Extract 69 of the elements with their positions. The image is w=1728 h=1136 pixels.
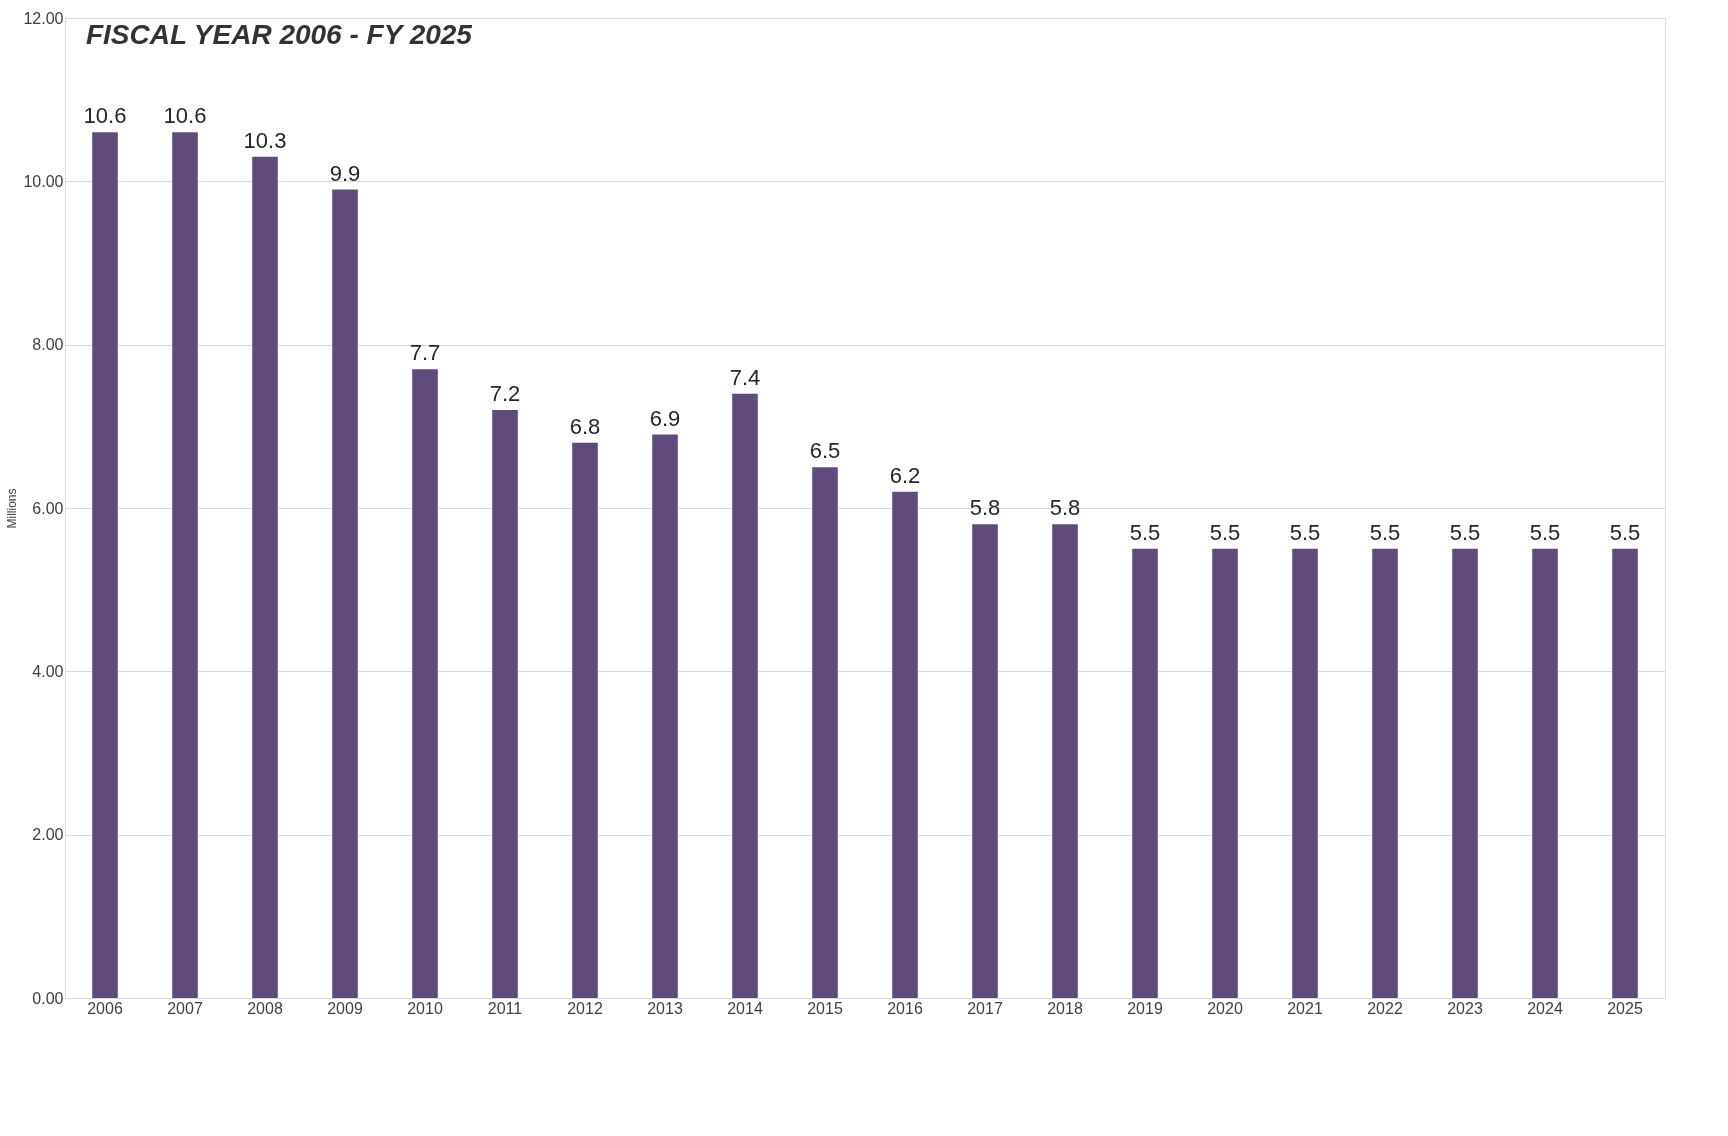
x-tick-label: 2024 [1527,999,1563,1017]
x-tick-label: 2008 [247,999,283,1017]
data-label: 5.5 [1609,519,1641,545]
y-tick-label: 10.00 [23,172,64,190]
data-label: 5.5 [1129,519,1161,545]
x-tick-label: 2015 [807,999,843,1017]
bar [972,524,998,998]
x-tick-label: 2014 [727,999,763,1017]
y-tick-label: 0.00 [32,989,64,1007]
data-label: 5.8 [1049,495,1081,521]
x-tick-label: 2016 [887,999,923,1017]
chart-title: FISCAL YEAR 2006 - FY 2025 [85,19,473,50]
data-label: 5.8 [969,495,1001,521]
bar [1212,548,1238,998]
x-tick-label: 2019 [1127,999,1163,1017]
bar [492,410,518,998]
data-label: 10.3 [243,127,287,153]
data-label: 6.9 [649,405,681,431]
bar [332,189,358,998]
data-label: 7.4 [729,364,761,390]
data-label: 7.7 [409,340,441,366]
data-label: 5.5 [1529,519,1561,545]
x-tick-label: 2025 [1607,999,1643,1017]
bar [1612,548,1638,998]
y-tick-label: 6.00 [32,499,64,517]
x-tick-label: 2017 [967,999,1003,1017]
y-tick-label: 12.00 [23,9,64,27]
x-tick-label: 2021 [1287,999,1323,1017]
data-label: 5.5 [1369,519,1401,545]
bar [1292,548,1318,998]
x-tick-label: 2013 [647,999,683,1017]
x-tick-label: 2023 [1447,999,1483,1017]
data-label: 9.9 [329,160,361,186]
data-label: 10.6 [83,103,127,129]
y-axis-title: Millions [5,488,20,529]
y-tick-label: 8.00 [32,336,64,354]
bar [1452,548,1478,998]
bar [1372,548,1398,998]
data-label: 6.2 [889,462,921,488]
bar [1532,548,1558,998]
bar [1132,548,1158,998]
bar [572,442,598,998]
data-label: 7.2 [489,381,521,406]
x-tick-label: 2011 [487,999,523,1017]
bar [412,369,438,998]
bar [92,132,118,998]
bar [172,132,198,998]
bar [1052,524,1078,998]
data-label: 5.5 [1449,519,1481,545]
bar [652,434,678,998]
x-tick-label: 2022 [1367,999,1403,1017]
x-tick-label: 2006 [87,999,123,1017]
data-label: 6.8 [569,413,601,439]
data-label: 5.5 [1209,519,1241,545]
y-tick-label: 4.00 [32,662,64,680]
data-label: 10.6 [163,103,207,129]
x-tick-label: 2007 [167,999,203,1017]
x-tick-label: 2009 [327,999,363,1017]
data-label: 5.5 [1289,519,1321,545]
bar [812,467,838,998]
bar [252,156,278,998]
x-tick-label: 2018 [1047,999,1083,1017]
y-tick-label: 2.00 [32,826,64,844]
bar [732,393,758,998]
x-tick-label: 2012 [567,999,603,1017]
x-tick-label: 2010 [407,999,443,1017]
bar [892,491,918,998]
data-label: 6.5 [809,438,841,464]
x-tick-label: 2020 [1207,999,1243,1017]
